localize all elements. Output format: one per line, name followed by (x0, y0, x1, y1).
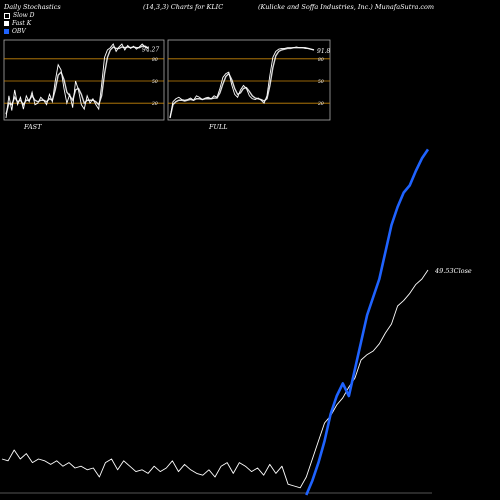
legend-label-slow-d: Slow D (13, 12, 35, 19)
full-series-slow-d (169, 47, 315, 119)
fast-panel-title: FAST (23, 123, 42, 131)
fast-panel: 20 50 80 94.27 FAST (3, 39, 165, 131)
full-panel-frame (167, 39, 331, 121)
full-panel: 20 50 80 91.8 FULL (167, 39, 331, 131)
chart-header-center: (14,3,3) Charts for KLIC (143, 3, 224, 11)
legend-swatch-slow-d (4, 12, 10, 19)
full-level-label-50: 50 (318, 79, 324, 85)
legend-label-obv: OBV (12, 28, 26, 35)
fast-level-label-50: 50 (152, 79, 158, 85)
fast-series-slow-d (5, 45, 149, 115)
legend-slow-d: Slow D (4, 12, 35, 19)
price-series-close (1, 269, 429, 489)
full-panel-title: FULL (208, 123, 228, 131)
legend-fast-k: Fast K (4, 20, 31, 27)
legend-swatch-obv (4, 29, 9, 34)
chart-header-right: (Kulicke and Soffa Industries, Inc.) Mun… (258, 3, 435, 11)
chart-header-left: Daily Stochastics (4, 3, 61, 11)
close-last-value-label: 49.53Close (434, 267, 472, 275)
price-series-obv (305, 148, 430, 496)
legend-obv: OBV (4, 28, 26, 35)
fast-level-label-20: 20 (151, 101, 158, 107)
legend-label-fast-k: Fast K (12, 20, 32, 27)
full-level-label-20: 20 (317, 101, 324, 107)
fast-last-value-label: 94.27 (142, 46, 159, 53)
price-obv-panel: 49.53Close (0, 148, 472, 496)
fast-level-label-80: 80 (152, 57, 158, 63)
full-level-label-80: 80 (318, 57, 324, 63)
fast-panel-frame (3, 39, 165, 121)
full-series-fast-k (169, 46, 315, 119)
legend-swatch-fast-k (4, 21, 9, 26)
full-last-value-label: 91.8 (317, 48, 331, 55)
